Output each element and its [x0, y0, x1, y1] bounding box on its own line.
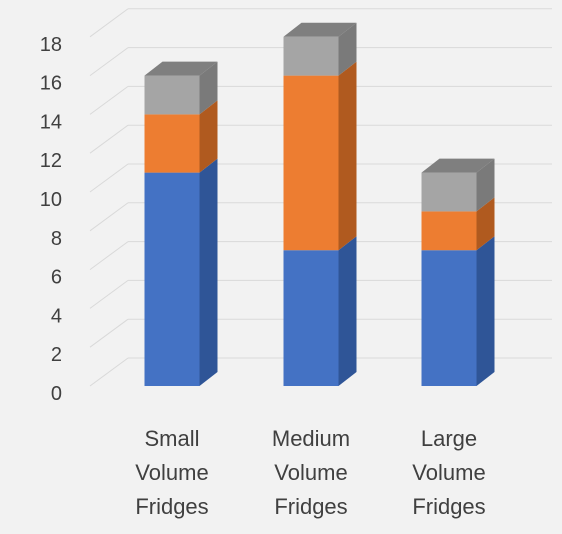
bar-segment-front: [421, 172, 477, 212]
x-category-label: Fridges: [135, 494, 208, 519]
bar-segment-front: [283, 75, 339, 251]
x-axis-category-labels: Small Volume Fridges Medium Volume Fridges Lar…: [135, 426, 485, 519]
y-tick-label: 6: [51, 267, 62, 289]
gridline-diagonal: [89, 8, 129, 38]
bar-segment-front: [283, 250, 339, 386]
y-tick-label: 8: [51, 228, 62, 250]
bar-top-face: [144, 61, 218, 76]
bar-segment-side: [338, 22, 357, 76]
bar-segment-front: [421, 211, 477, 251]
x-category-label: Medium: [272, 426, 350, 451]
bar-segment-side: [338, 236, 357, 386]
y-tick-label: 18: [40, 34, 62, 56]
y-tick-label: 12: [40, 150, 62, 172]
x-category-label: Volume: [412, 460, 485, 485]
bar-segment-front: [144, 172, 200, 386]
bar-segment-side: [199, 100, 218, 173]
x-category-label: Fridges: [412, 494, 485, 519]
bar-segment-side: [476, 158, 495, 212]
bar-segment-front: [421, 250, 477, 386]
bar-segment-side: [199, 61, 218, 115]
y-tick-label: 16: [40, 73, 62, 95]
gridline-diagonal: [89, 279, 129, 309]
bar-segment-side: [476, 197, 495, 251]
gridline-diagonal: [89, 163, 129, 193]
y-tick-label: 10: [40, 189, 62, 211]
y-axis-tick-labels: 0 2 4 6 8 10 12 14 16 18: [40, 34, 62, 405]
gridline-diagonal: [89, 124, 129, 154]
x-category-label: Volume: [274, 460, 347, 485]
bar-top-face: [421, 158, 495, 173]
x-category-label: Small: [144, 426, 199, 451]
bars: [144, 22, 495, 386]
y-tick-label: 4: [51, 305, 62, 327]
bar-segment-side: [199, 158, 218, 386]
x-category-label: Fridges: [274, 494, 347, 519]
gridline-diagonal: [89, 202, 129, 232]
y-tick-label: 2: [51, 344, 62, 366]
bar-segment-front: [144, 114, 200, 173]
bar-segment-front: [283, 36, 339, 76]
gridline-diagonal: [89, 318, 129, 348]
gridline-diagonal: [89, 85, 129, 115]
bar-segment-front: [144, 75, 200, 115]
gridline-diagonal: [89, 241, 129, 271]
bar-segment-side: [338, 61, 357, 251]
bar-segment-side: [476, 236, 495, 386]
y-tick-label: 14: [40, 111, 62, 133]
y-tick-label: 0: [51, 383, 62, 405]
gridline-diagonal: [89, 357, 129, 387]
gridline-diagonal: [89, 47, 129, 77]
x-category-label: Large: [421, 426, 477, 451]
bar-top-face: [283, 22, 357, 37]
x-category-label: Volume: [135, 460, 208, 485]
